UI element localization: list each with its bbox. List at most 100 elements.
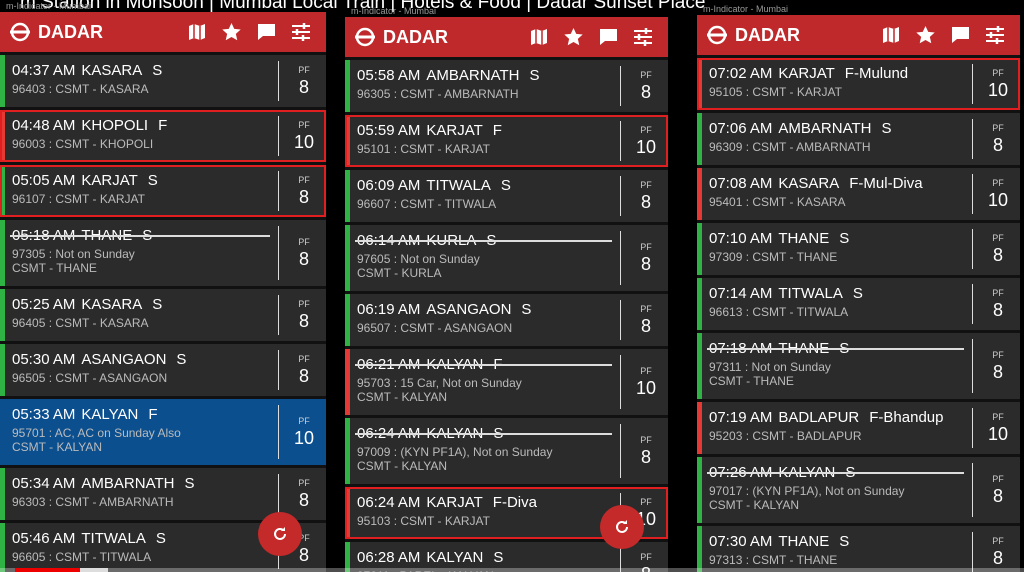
train-destination: KHOPOLI (81, 117, 149, 134)
train-row[interactable]: 07:08 AM KASARA F-Mul-Diva 95401 : CSMT - K… (697, 168, 1020, 220)
train-row[interactable]: 07:26 AMKALYANS97017 : (KYN PF1A), Not o… (697, 457, 1020, 523)
map-button[interactable] (188, 23, 222, 41)
refresh-button[interactable] (600, 505, 644, 549)
strikethrough (10, 235, 270, 237)
line-stripe (0, 468, 5, 520)
train-type: F (492, 122, 502, 139)
filter-button[interactable] (634, 28, 668, 46)
divider (972, 174, 973, 214)
line-stripe (345, 170, 350, 222)
train-route: CSMT - KALYAN (709, 498, 800, 512)
rail-logo (707, 25, 727, 45)
train-row[interactable]: 05:30 AM ASANGAON S 96505 : CSMT - ASANGAON… (0, 344, 326, 396)
train-row[interactable]: 07:02 AM KARJAT F-Mulund 95105 : CSMT - KAR… (697, 58, 1020, 110)
train-time: 06:09 AM (357, 177, 421, 194)
app-label: m-Indicator - Mumbai (6, 1, 92, 11)
train-row[interactable]: 07:06 AM AMBARNATH S 96309 : CSMT - AMBARNA… (697, 113, 1020, 165)
train-destination: KARJAT (778, 65, 835, 82)
app-panel: DADAR 07:02 AM KARJAT F-Mulund 95105 : CSMT … (697, 15, 1020, 572)
train-row[interactable]: 06:24 AMKALYANS97009 : (KYN PF1A), Not o… (345, 418, 668, 484)
train-title: 07:08 AM KASARA F-Mul-Diva (709, 175, 929, 192)
train-title: 06:19 AM ASANGAON S (357, 301, 537, 318)
divider (972, 64, 973, 104)
chat-button[interactable] (599, 28, 634, 46)
favorite-button[interactable] (564, 28, 599, 46)
train-row[interactable]: 07:10 AM THANE S 97309 : CSMT - THANE PF 8 (697, 223, 1020, 275)
refresh-button[interactable] (258, 512, 302, 556)
pf-label: PF (640, 180, 652, 190)
filter-button[interactable] (986, 26, 1020, 44)
line-stripe (345, 349, 350, 415)
favorite-button[interactable] (222, 23, 257, 41)
train-time: 05:34 AM (12, 475, 76, 492)
pf-label: PF (640, 70, 652, 80)
platform-number: 10 (293, 428, 315, 448)
train-type: S (852, 285, 863, 302)
line-stripe (697, 526, 702, 572)
divider (620, 548, 621, 572)
train-destination: KARJAT (81, 172, 138, 189)
train-info: 96607 : CSMT - TITWALA (357, 197, 497, 211)
platform-number: 8 (992, 486, 1003, 506)
train-row[interactable]: 06:19 AM ASANGAON S 96507 : CSMT - ASANGAON… (345, 294, 668, 346)
map-button[interactable] (882, 26, 916, 44)
train-row[interactable]: 05:58 AM AMBARNATH S 96305 : CSMT - AMBARNA… (345, 60, 668, 112)
train-type: F-Mulund (844, 65, 909, 82)
chat-button[interactable] (951, 26, 986, 44)
train-row[interactable]: 05:25 AM KASARA S 96405 : CSMT - KASARA PF 8 (0, 289, 326, 341)
train-type: S (152, 296, 163, 313)
line-stripe (697, 223, 702, 275)
train-info: 96505 : CSMT - ASANGAON (12, 371, 168, 385)
train-row[interactable]: 07:18 AMTHANES97311 : Not on SundayCSMT … (697, 333, 1020, 399)
pf-label: PF (992, 536, 1004, 546)
platform-number: 8 (992, 548, 1003, 568)
phone-screen: m-Indicator - Mumbai DADAR 05:58 AM AMBARNA… (345, 6, 668, 572)
train-row[interactable]: 07:30 AM THANE S 97313 : CSMT - THANE PF 8 (697, 526, 1020, 572)
train-info: 96403 : CSMT - KASARA (12, 82, 149, 96)
train-title: 05:25 AM KASARA S (12, 296, 168, 313)
chat-button[interactable] (257, 23, 292, 41)
train-title: 07:10 AM THANE S (709, 230, 855, 247)
train-row[interactable]: 05:05 AM KARJAT S 96107 : CSMT - KARJAT PF 8 (0, 165, 326, 217)
train-destination: AMBARNATH (426, 67, 520, 84)
pf-label: PF (298, 533, 310, 543)
pf-label: PF (992, 178, 1004, 188)
train-type: S (839, 230, 850, 247)
train-time: 07:10 AM (709, 230, 773, 247)
train-time: 05:25 AM (12, 296, 76, 313)
train-row[interactable]: 05:33 AM KALYAN F 95701 : AC, AC on Sunday … (0, 399, 326, 465)
train-list: 04:37 AM KASARA S 96403 : CSMT - KASARA PF 8 0… (0, 52, 326, 572)
train-type: F (158, 117, 168, 134)
train-time: 06:28 AM (357, 549, 421, 566)
train-title: 05:58 AM AMBARNATH S (357, 67, 545, 84)
train-row[interactable]: 05:18 AMTHANES97305 : Not on SundayCSMT … (0, 220, 326, 286)
line-stripe (0, 110, 5, 162)
map-button[interactable] (530, 28, 564, 46)
train-destination: TITWALA (426, 177, 491, 194)
train-row[interactable]: 06:21 AMKALYANF95703 : 15 Car, Not on Su… (345, 349, 668, 415)
train-row[interactable]: 06:09 AM TITWALA S 96607 : CSMT - TITWALA PF… (345, 170, 668, 222)
train-title: 04:48 AM KHOPOLI F (12, 117, 173, 134)
train-row[interactable]: 05:59 AM KARJAT F 95101 : CSMT - KARJAT PF 10 (345, 115, 668, 167)
train-time: 05:59 AM (357, 122, 421, 139)
platform-number: 10 (293, 132, 315, 152)
train-row[interactable]: 04:48 AM KHOPOLI F 96003 : CSMT - KHOPOLI PF… (0, 110, 326, 162)
train-info: 95701 : AC, AC on Sunday Also (12, 426, 181, 440)
favorite-button[interactable] (916, 26, 951, 44)
train-row[interactable]: 07:19 AM BADLAPUR F-Bhandup 95203 : CSMT - … (697, 402, 1020, 454)
divider (620, 66, 621, 106)
phone-screen: m-Indicator - Mumbai DADAR 04:37 AM KASARA S… (0, 1, 326, 572)
line-stripe (0, 55, 5, 107)
train-row[interactable]: 07:14 AM TITWALA S 96613 : CSMT - TITWALA PF… (697, 278, 1020, 330)
filter-button[interactable] (292, 23, 326, 41)
train-row[interactable]: 06:14 AMKURLAS97605 : Not on SundayCSMT … (345, 225, 668, 291)
train-row[interactable]: 04:37 AM KASARA S 96403 : CSMT - KASARA PF 8 (0, 55, 326, 107)
platform-number: 8 (298, 366, 309, 386)
train-info: 96309 : CSMT - AMBARNATH (709, 140, 871, 154)
train-row[interactable]: 05:34 AM AMBARNATH S 96303 : CSMT - AMBARNA… (0, 468, 326, 520)
train-title: 07:02 AM KARJAT F-Mulund (709, 65, 914, 82)
pf-label: PF (640, 304, 652, 314)
app-panel: DADAR 04:37 AM KASARA S 96403 : CSMT - KASAR… (0, 12, 326, 572)
progress-bar[interactable] (0, 568, 1024, 572)
train-time: 06:24 AM (357, 494, 421, 511)
